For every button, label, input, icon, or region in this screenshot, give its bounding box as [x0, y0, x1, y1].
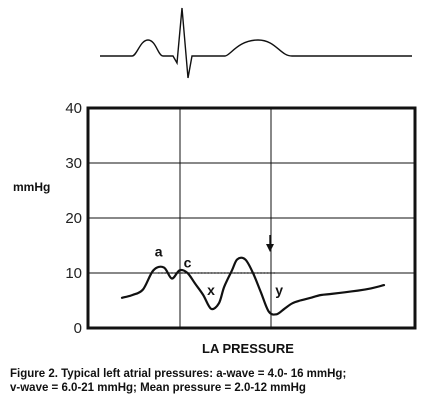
y-axis-title: mmHg: [13, 180, 50, 194]
grid: [88, 108, 415, 328]
y-tick-labels: 0 10 20 30 40: [65, 100, 82, 337]
ecg-trace: [100, 7, 412, 79]
y-tick-label: 20: [65, 210, 82, 227]
y-tick-label: 30: [65, 155, 82, 172]
figure-caption: Figure 2. Typical left atrial pressures:…: [10, 367, 430, 395]
y-tick-label: 40: [65, 100, 82, 117]
wave-label-y: y: [275, 282, 283, 298]
caption-line-2: v-wave = 6.0-21 mmHg; Mean pressure = 2.…: [10, 382, 306, 394]
wave-labels: a cx y: [155, 244, 284, 299]
wave-label-x: x: [207, 282, 215, 298]
v-wave-arrow: [266, 235, 274, 252]
y-tick-label: 10: [65, 265, 82, 282]
wave-label-a: a: [155, 244, 163, 260]
caption-line-1: Figure 2. Typical left atrial pressures:…: [10, 368, 347, 380]
y-tick-label: 0: [74, 320, 82, 337]
x-axis-label: LA PRESSURE: [202, 341, 294, 356]
series-line: [120, 256, 386, 316]
wave-label-c: c: [184, 255, 192, 271]
